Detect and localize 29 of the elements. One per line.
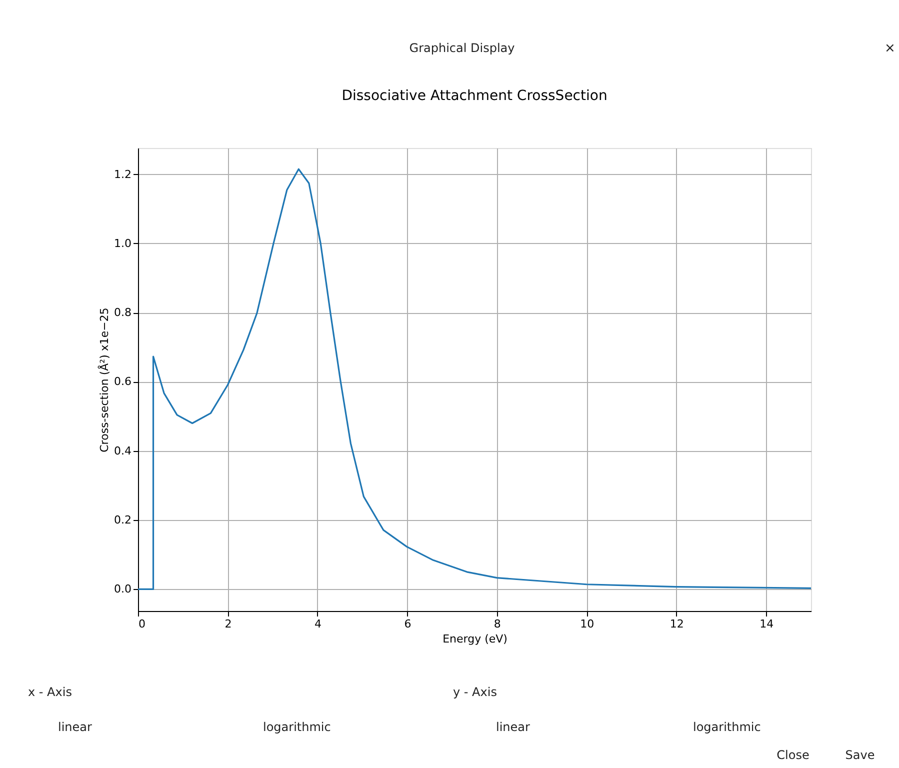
x-tick-label: 2 [224, 618, 232, 630]
text: Close [776, 748, 810, 762]
x-tick-label: 12 [670, 618, 684, 630]
x-tick-label: 14 [760, 618, 774, 630]
y-tick-label: 0.6 [114, 375, 132, 388]
text: linear [58, 720, 92, 734]
text: × [884, 41, 896, 56]
x-tick-label: 8 [494, 618, 501, 630]
line-series [138, 168, 811, 590]
y-tick-label: 1.0 [114, 236, 132, 250]
x-tick-label: 0 [138, 618, 146, 630]
y-tick-label: 0.4 [114, 444, 132, 458]
y-tick-label: 0.0 [114, 582, 132, 596]
x-tick-label: 10 [580, 618, 594, 630]
x-axis-title: Energy (eV) [442, 632, 508, 646]
text: y - Axis [453, 685, 497, 699]
text: Save [845, 748, 875, 762]
text: logarithmic [263, 720, 331, 734]
text: logarithmic [693, 720, 761, 734]
text: linear [496, 720, 530, 734]
x-tick-label: 6 [404, 618, 412, 630]
y-tick-label: 0.8 [114, 306, 132, 320]
chart-title: Dissociative Attachment CrossSection [342, 88, 608, 104]
y-tick-label: 1.2 [114, 168, 132, 181]
text: Graphical Display [409, 41, 515, 55]
y-axis-title: Cross-section (Å²) x1e−25 [97, 308, 112, 452]
y-tick-label: 0.2 [114, 514, 132, 527]
x-tick-label: 4 [314, 618, 322, 630]
text: x - Axis [28, 685, 72, 699]
